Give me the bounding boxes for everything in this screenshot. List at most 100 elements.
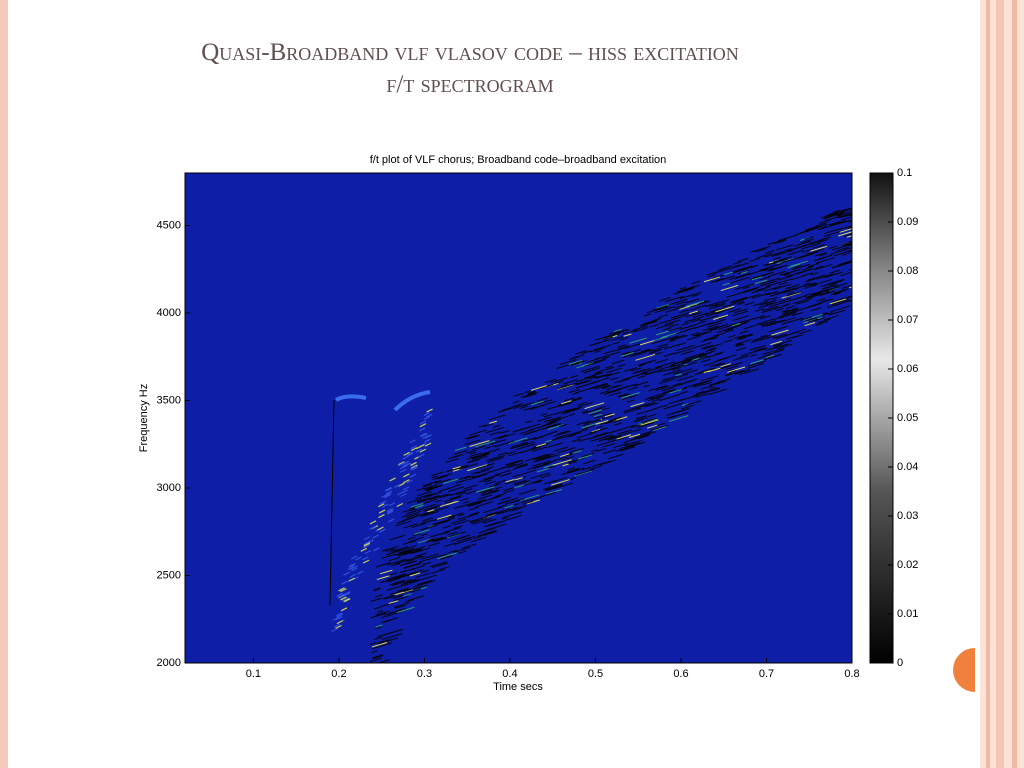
spectrogram-streak	[486, 523, 507, 531]
spectrogram-streak	[435, 520, 450, 526]
spectrogram-streak	[484, 513, 495, 518]
spectrogram-streak	[547, 442, 563, 448]
spectrogram-streak	[487, 456, 504, 463]
spectrogram-streak	[635, 415, 647, 420]
spectrogram-streak	[810, 272, 819, 276]
spectrogram-streak	[695, 354, 706, 359]
spectrogram-streak	[429, 532, 443, 538]
spectrogram-streak	[709, 362, 722, 368]
spectrogram-streak	[692, 342, 712, 349]
spectrogram-streak	[589, 427, 609, 434]
spectrogram-streak	[450, 518, 466, 525]
spectrogram-streak	[792, 297, 813, 305]
spectrogram-streak	[733, 315, 749, 321]
spectrogram-streak	[574, 350, 587, 355]
spectrogram-streak	[543, 483, 563, 490]
spectrogram-streak	[520, 446, 541, 454]
spectrogram-streak	[813, 244, 826, 249]
spectrogram-streak	[779, 310, 798, 318]
spectrogram-streak	[615, 346, 630, 352]
spectrogram-streak	[679, 309, 690, 314]
spectrogram-streak	[778, 281, 788, 286]
spectrogram-streak	[814, 317, 826, 322]
spectrogram-streak	[466, 458, 480, 464]
spectrogram-streak	[522, 500, 534, 505]
spectrogram-streak	[672, 367, 681, 371]
spectrogram-streak	[732, 322, 747, 328]
spectrogram-streak	[715, 305, 735, 313]
spectrogram-streak	[772, 333, 787, 339]
spectrogram-streak	[386, 508, 394, 513]
spectrogram-streak	[695, 393, 709, 398]
spectrogram-streak	[569, 428, 589, 436]
spectrogram-streak	[631, 403, 651, 410]
spectrogram-streak	[840, 271, 852, 277]
spectrogram-streak	[379, 569, 393, 575]
spectrogram-streak	[393, 580, 402, 585]
spectrogram-streak	[533, 463, 550, 469]
colorbar-tick-label: 0.07	[897, 314, 918, 326]
spectrogram-streak	[621, 376, 632, 381]
spectrogram-streak	[379, 500, 387, 505]
spectrogram-streak	[617, 345, 629, 350]
spectrogram-streak	[744, 286, 760, 292]
spectrogram-streak	[603, 388, 621, 395]
spectrogram-streak	[425, 536, 443, 543]
spectrogram-streak	[402, 540, 416, 545]
spectrogram-streak	[329, 399, 335, 606]
spectrogram-streak	[602, 385, 611, 389]
spectrogram-streak	[519, 494, 540, 502]
spectrogram-streak	[387, 509, 394, 514]
spectrogram-streak	[362, 544, 370, 549]
spectrogram-streak	[409, 473, 416, 478]
spectrogram-streak	[478, 476, 495, 483]
spectrogram-streak	[414, 552, 427, 558]
spectrogram-streak	[758, 315, 766, 319]
spectrogram-streak	[848, 268, 852, 271]
spectrogram-streak	[356, 570, 364, 575]
spectrogram-streak	[480, 491, 492, 496]
spectrogram-streak	[448, 531, 467, 538]
spectrogram-streak	[680, 350, 695, 356]
spectrogram-streak	[747, 361, 761, 367]
spectrogram-streak	[383, 609, 403, 616]
spectrogram-streak	[765, 302, 773, 306]
spectrogram-streak	[717, 377, 731, 383]
spectrogram-streak	[344, 592, 351, 597]
spectrogram-streak	[397, 587, 409, 592]
spectrogram-streak	[611, 329, 630, 336]
spectrogram-streak	[751, 292, 771, 299]
colorbar-tick-label: 0	[897, 657, 903, 669]
spectrogram-streak	[348, 577, 355, 582]
spectrogram-streak	[396, 606, 415, 613]
spectrogram-streak	[785, 284, 800, 290]
spectrogram-streak	[755, 248, 767, 253]
spectrogram-streak	[838, 295, 852, 302]
spectrogram-streak	[374, 636, 383, 640]
spectrogram-streak	[428, 542, 440, 547]
spectrogram-streak	[815, 273, 834, 280]
spectrogram-streak	[370, 612, 386, 619]
spectrogram-streak	[372, 588, 381, 592]
spectrogram-streak	[379, 602, 393, 608]
spectrogram-streak	[698, 355, 708, 359]
spectrogram-streak	[553, 430, 571, 437]
spectrogram-streak	[382, 633, 403, 641]
spectrogram-streak	[396, 502, 404, 508]
spectrogram-streak	[846, 299, 852, 303]
spectrogram-streak	[527, 391, 536, 395]
spectrogram-streak	[801, 272, 814, 277]
spectrogram-streak	[561, 384, 568, 387]
spectrogram-streak	[765, 349, 785, 356]
spectrogram-streak	[393, 588, 414, 596]
spectrogram-streak	[759, 315, 771, 320]
spectrogram-streak	[556, 363, 571, 370]
spectrogram-streak	[781, 275, 793, 280]
spectrogram-streak	[530, 385, 547, 391]
spectrogram-streak	[470, 537, 486, 543]
spectrogram-streak	[413, 584, 428, 590]
spectrogram-streak	[686, 298, 700, 304]
colorbar-tick-label: 0.1	[897, 167, 912, 179]
spectrogram-streak	[744, 301, 755, 306]
spectrogram-streak	[605, 371, 620, 377]
